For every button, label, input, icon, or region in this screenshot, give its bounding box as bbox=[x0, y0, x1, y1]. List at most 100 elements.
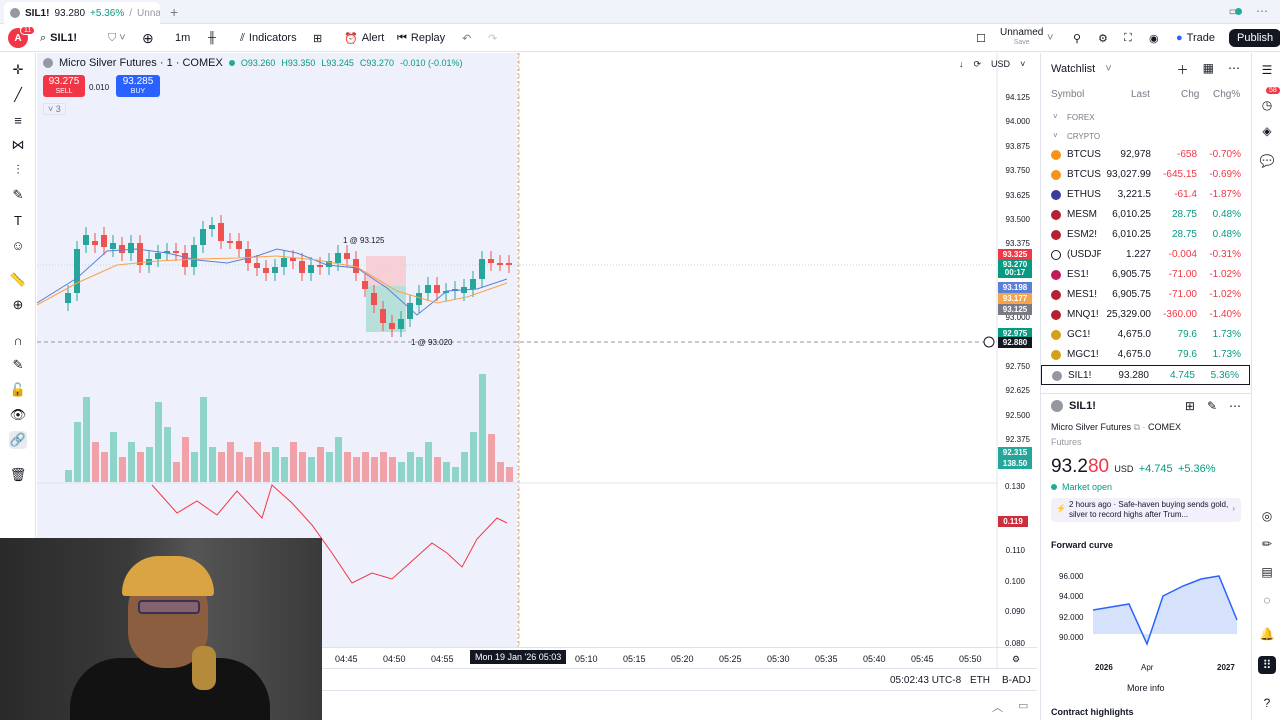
watchlist-row[interactable]: MES1! 6,905.75 -71.00 -1.02% bbox=[1041, 285, 1251, 305]
pattern-icon[interactable]: ⋈ bbox=[11, 137, 25, 152]
grid-icon[interactable]: ⊞ bbox=[1184, 399, 1195, 413]
chevron-up-icon[interactable]: ︿ bbox=[992, 702, 1003, 714]
legend-title[interactable]: Micro Silver Futures · 1 · COMEX bbox=[59, 57, 223, 69]
col-symbol[interactable]: Symbol bbox=[1051, 89, 1085, 100]
alerts-icon[interactable]: ◷ bbox=[1261, 98, 1273, 112]
eye-icon[interactable]: 👁 bbox=[9, 407, 27, 422]
undo-icon[interactable]: ↶ bbox=[462, 32, 472, 45]
interval-button[interactable]: 1m bbox=[175, 25, 190, 51]
candle-type-icon[interactable]: ╫ bbox=[208, 32, 216, 44]
chart-tab[interactable]: SIL1! 93.280 +5.36% / Unnar bbox=[4, 2, 160, 24]
session-toggle[interactable]: ETH bbox=[970, 675, 990, 686]
link-icon[interactable]: 🔗 bbox=[9, 431, 27, 449]
trash-icon[interactable]: 🗑 bbox=[9, 467, 27, 482]
col-chg-pct[interactable]: Chg% bbox=[1213, 89, 1241, 100]
section-forex[interactable]: FOREX bbox=[1067, 113, 1095, 122]
contract-highlights[interactable]: Contract highlights bbox=[1051, 707, 1134, 717]
details-symbol[interactable]: SIL1! bbox=[1069, 400, 1096, 412]
alert-button[interactable]: ⏰ Alert bbox=[344, 25, 384, 51]
section-crypto[interactable]: CRYPTO bbox=[1067, 132, 1101, 141]
lock-drawing-icon[interactable]: ✎ bbox=[12, 357, 24, 372]
text-icon[interactable]: T bbox=[14, 212, 22, 228]
chat-icon[interactable]: 💬 bbox=[1259, 154, 1275, 168]
chevron-down-icon[interactable]: ˅ bbox=[1053, 131, 1058, 140]
watchlist-row[interactable]: GC1! 4,675.0 79.6 1.73% bbox=[1041, 325, 1251, 345]
col-chg[interactable]: Chg bbox=[1181, 89, 1200, 100]
chevron-down-icon[interactable]: ˅ bbox=[1053, 112, 1058, 121]
new-tab-icon[interactable]: + bbox=[170, 4, 179, 20]
pencil-icon[interactable]: ✏ bbox=[1261, 537, 1273, 551]
target-icon[interactable]: ◎ bbox=[1261, 509, 1273, 523]
camera-icon[interactable]: ◉ bbox=[1149, 32, 1159, 45]
symbol-search[interactable]: ⌕ SIL1! bbox=[40, 25, 77, 51]
forward-curve-title[interactable]: Forward curve bbox=[1051, 540, 1114, 550]
watchlist-row[interactable]: (USDJP 1.227 -0.004 -0.31% bbox=[1041, 245, 1251, 265]
scroll-down-icon[interactable]: ↓ bbox=[959, 59, 964, 69]
time-axis[interactable]: 04:45 04:50 04:55 Mon 19 Jan '26 05:03 0… bbox=[322, 647, 1037, 667]
watchlist-row[interactable]: BTCUSD 92,978 -658 -0.70% bbox=[1041, 145, 1251, 165]
bell-icon[interactable]: 🔔 bbox=[1259, 627, 1275, 641]
currency-selector[interactable]: USD bbox=[991, 59, 1011, 69]
adjustment-toggle[interactable]: B-ADJ bbox=[1002, 675, 1031, 686]
chevron-down-icon[interactable]: ˅ bbox=[1047, 32, 1054, 44]
watchlist-row[interactable]: MGC1! 4,675.0 79.6 1.73% bbox=[1041, 345, 1251, 365]
replay-button[interactable]: ⏮ Replay bbox=[397, 25, 445, 51]
magnet-icon[interactable]: ∩ bbox=[13, 332, 23, 348]
col-last[interactable]: Last bbox=[1131, 89, 1150, 100]
add-symbol-icon[interactable]: ⊕ bbox=[142, 29, 154, 46]
lock-icon[interactable]: 🔓 bbox=[9, 382, 27, 397]
external-link-icon[interactable]: ⧉ · bbox=[1133, 422, 1148, 432]
compare-icon[interactable]: ⛉ ˅ bbox=[108, 31, 126, 44]
crosshair-icon[interactable]: ✛ bbox=[12, 62, 24, 77]
zoom-icon[interactable]: ⊕ bbox=[12, 297, 24, 312]
clock[interactable]: 05:02:43 UTC-8 bbox=[890, 675, 962, 686]
quick-search-icon[interactable]: ⚲ bbox=[1073, 32, 1082, 45]
watchlist-row[interactable]: SIL1! 93.280 4.745 5.36% bbox=[1041, 365, 1250, 385]
publish-button[interactable]: Publish bbox=[1229, 29, 1280, 47]
collapse-indicators-button[interactable]: ˅ 3 bbox=[43, 103, 66, 115]
watchlist-row[interactable]: ES1! 6,905.75 -71.00 -1.02% bbox=[1041, 265, 1251, 285]
watchlist-row[interactable]: ETHUSD 3,221.5 -61.4 -1.87% bbox=[1041, 185, 1251, 205]
more-icon[interactable]: ⋯ bbox=[1256, 4, 1268, 18]
watchlist-row[interactable]: ESM2! 6,010.25 28.75 0.48% bbox=[1041, 225, 1251, 245]
watchlist-row[interactable]: MNQ1! 25,329.00 -360.00 -1.40% bbox=[1041, 305, 1251, 325]
chevron-down-icon[interactable]: ˅ bbox=[1020, 59, 1026, 69]
add-icon[interactable]: ＋ bbox=[1176, 63, 1189, 77]
watchlist-icon[interactable]: ☰ bbox=[1261, 63, 1273, 77]
layers-icon[interactable]: ◈ bbox=[1262, 124, 1272, 138]
settings-icon[interactable]: ⚙ bbox=[1098, 32, 1108, 45]
apps-grid-icon[interactable]: ⠿ bbox=[1258, 656, 1276, 674]
trend-line-icon[interactable]: ╱ bbox=[14, 87, 22, 102]
fullscreen-icon[interactable]: ⛶ bbox=[1124, 31, 1132, 44]
help-icon[interactable]: ? bbox=[1263, 696, 1271, 710]
stream-icon[interactable]: ◌ bbox=[1263, 593, 1271, 607]
redo-icon[interactable]: ↷ bbox=[488, 32, 498, 45]
forecast-icon[interactable]: ⫶ bbox=[16, 162, 20, 177]
news-item[interactable]: ⚡ 2 hours ago · Safe-haven buying sends … bbox=[1051, 498, 1241, 522]
maximize-icon[interactable]: ▭ bbox=[1018, 700, 1029, 712]
more-icon[interactable]: ⋯ bbox=[1229, 399, 1241, 413]
crosshair-plus-icon[interactable] bbox=[983, 336, 995, 348]
ruler-icon[interactable]: 📏 bbox=[9, 272, 27, 287]
layout-checkbox-icon[interactable]: ☐ bbox=[976, 32, 986, 45]
more-icon[interactable]: ⋯ bbox=[1228, 61, 1240, 75]
watchlist-row[interactable]: BTCUSD 93,027.99 -645.15 -0.69% bbox=[1041, 165, 1251, 185]
trade-button[interactable]: ● Trade bbox=[1176, 25, 1215, 51]
watchlist-row[interactable]: MESM 6,010.25 28.75 0.48% bbox=[1041, 205, 1251, 225]
emoji-icon[interactable]: ☺ bbox=[11, 237, 25, 253]
window-icon[interactable]: ▭ bbox=[1229, 4, 1240, 18]
layout-name[interactable]: Unnamed Save bbox=[1000, 25, 1043, 51]
gear-icon[interactable]: ⚙ bbox=[1012, 654, 1021, 664]
watchlist-header[interactable]: Watchlist ˅ bbox=[1051, 63, 1112, 75]
layout-icon[interactable]: ▦ bbox=[1202, 61, 1214, 75]
more-info-button[interactable]: More info bbox=[1127, 683, 1165, 693]
calendar-icon[interactable]: ▤ bbox=[1261, 565, 1273, 579]
indicators-button[interactable]: ⫽ Indicators bbox=[240, 25, 297, 51]
edit-icon[interactable]: ✎ bbox=[1206, 399, 1217, 413]
buy-button[interactable]: 93.285 BUY bbox=[116, 75, 160, 97]
templates-icon[interactable]: ⊞ bbox=[313, 32, 323, 45]
sell-button[interactable]: 93.275 SELL bbox=[43, 75, 85, 97]
brush-icon[interactable]: ✎ bbox=[12, 187, 24, 202]
fib-icon[interactable]: ≡ bbox=[14, 112, 22, 128]
reset-icon[interactable]: ⟳ bbox=[973, 59, 982, 69]
